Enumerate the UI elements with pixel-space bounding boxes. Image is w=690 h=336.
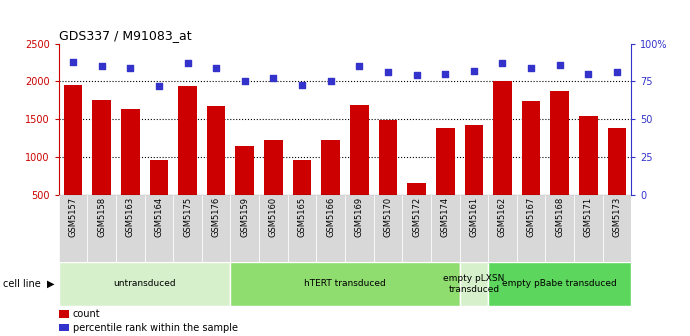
Point: [354, 64, 365, 69]
Bar: [150, 160, 168, 233]
Text: GSM5162: GSM5162: [498, 197, 507, 237]
FancyBboxPatch shape: [431, 195, 460, 262]
Bar: [522, 101, 540, 233]
Point: [526, 65, 537, 71]
Text: GSM5170: GSM5170: [384, 197, 393, 237]
Bar: [464, 125, 483, 233]
Bar: [207, 106, 226, 233]
Text: cell line  ▶: cell line ▶: [3, 279, 55, 289]
FancyBboxPatch shape: [489, 262, 631, 306]
Bar: [293, 160, 311, 233]
FancyBboxPatch shape: [145, 195, 173, 262]
Point: [583, 71, 594, 77]
Point: [440, 71, 451, 77]
Text: GSM5175: GSM5175: [183, 197, 192, 237]
Point: [268, 76, 279, 81]
Text: GSM5158: GSM5158: [97, 197, 106, 237]
Point: [239, 79, 250, 84]
Text: GSM5168: GSM5168: [555, 197, 564, 237]
Point: [554, 62, 565, 68]
FancyBboxPatch shape: [87, 195, 116, 262]
FancyBboxPatch shape: [460, 195, 489, 262]
Text: GSM5176: GSM5176: [212, 197, 221, 237]
FancyBboxPatch shape: [546, 195, 574, 262]
Point: [411, 73, 422, 78]
Text: GSM5161: GSM5161: [469, 197, 478, 237]
Point: [297, 82, 308, 87]
Bar: [178, 86, 197, 233]
FancyBboxPatch shape: [59, 195, 87, 262]
Bar: [92, 100, 111, 233]
Text: hTERT transduced: hTERT transduced: [304, 280, 386, 288]
Text: GSM5167: GSM5167: [526, 197, 535, 237]
Bar: [608, 128, 627, 233]
FancyBboxPatch shape: [574, 195, 603, 262]
FancyBboxPatch shape: [116, 195, 145, 262]
Text: untransduced: untransduced: [113, 280, 176, 288]
Bar: [493, 81, 512, 233]
Text: empty pLXSN
transduced: empty pLXSN transduced: [443, 274, 504, 294]
Bar: [63, 85, 82, 233]
Text: empty pBabe transduced: empty pBabe transduced: [502, 280, 617, 288]
Text: GSM5157: GSM5157: [68, 197, 77, 237]
Bar: [407, 183, 426, 233]
FancyBboxPatch shape: [374, 195, 402, 262]
Text: GSM5166: GSM5166: [326, 197, 335, 237]
FancyBboxPatch shape: [517, 195, 546, 262]
FancyBboxPatch shape: [59, 262, 230, 306]
Point: [611, 70, 622, 75]
Bar: [322, 140, 340, 233]
Bar: [59, 310, 69, 318]
Text: GSM5171: GSM5171: [584, 197, 593, 237]
FancyBboxPatch shape: [460, 262, 489, 306]
FancyBboxPatch shape: [230, 262, 460, 306]
Text: GSM5164: GSM5164: [155, 197, 164, 237]
Text: GSM5174: GSM5174: [441, 197, 450, 237]
Bar: [579, 116, 598, 233]
FancyBboxPatch shape: [202, 195, 230, 262]
Point: [68, 59, 79, 65]
Bar: [59, 324, 69, 331]
Point: [325, 79, 336, 84]
Point: [469, 68, 480, 74]
Text: GSM5163: GSM5163: [126, 197, 135, 237]
Point: [125, 65, 136, 71]
Bar: [235, 146, 254, 233]
FancyBboxPatch shape: [489, 195, 517, 262]
Bar: [379, 120, 397, 233]
Point: [497, 61, 508, 66]
Text: GSM5173: GSM5173: [613, 197, 622, 237]
Bar: [551, 91, 569, 233]
Text: GSM5165: GSM5165: [297, 197, 306, 237]
Bar: [350, 105, 368, 233]
Point: [182, 61, 193, 66]
Text: GSM5160: GSM5160: [269, 197, 278, 237]
FancyBboxPatch shape: [603, 195, 631, 262]
Point: [96, 64, 107, 69]
Text: GSM5169: GSM5169: [355, 197, 364, 237]
Text: percentile rank within the sample: percentile rank within the sample: [73, 323, 238, 333]
FancyBboxPatch shape: [402, 195, 431, 262]
FancyBboxPatch shape: [230, 195, 259, 262]
Bar: [436, 128, 455, 233]
FancyBboxPatch shape: [316, 195, 345, 262]
FancyBboxPatch shape: [173, 195, 202, 262]
Text: GSM5159: GSM5159: [240, 197, 249, 237]
FancyBboxPatch shape: [259, 195, 288, 262]
Point: [210, 65, 221, 71]
Text: GSM5172: GSM5172: [412, 197, 421, 237]
Text: count: count: [73, 309, 101, 319]
Point: [153, 83, 164, 89]
Text: GDS337 / M91083_at: GDS337 / M91083_at: [59, 30, 191, 43]
Bar: [264, 140, 283, 233]
Bar: [121, 110, 139, 233]
Point: [382, 70, 393, 75]
FancyBboxPatch shape: [345, 195, 374, 262]
FancyBboxPatch shape: [288, 195, 316, 262]
